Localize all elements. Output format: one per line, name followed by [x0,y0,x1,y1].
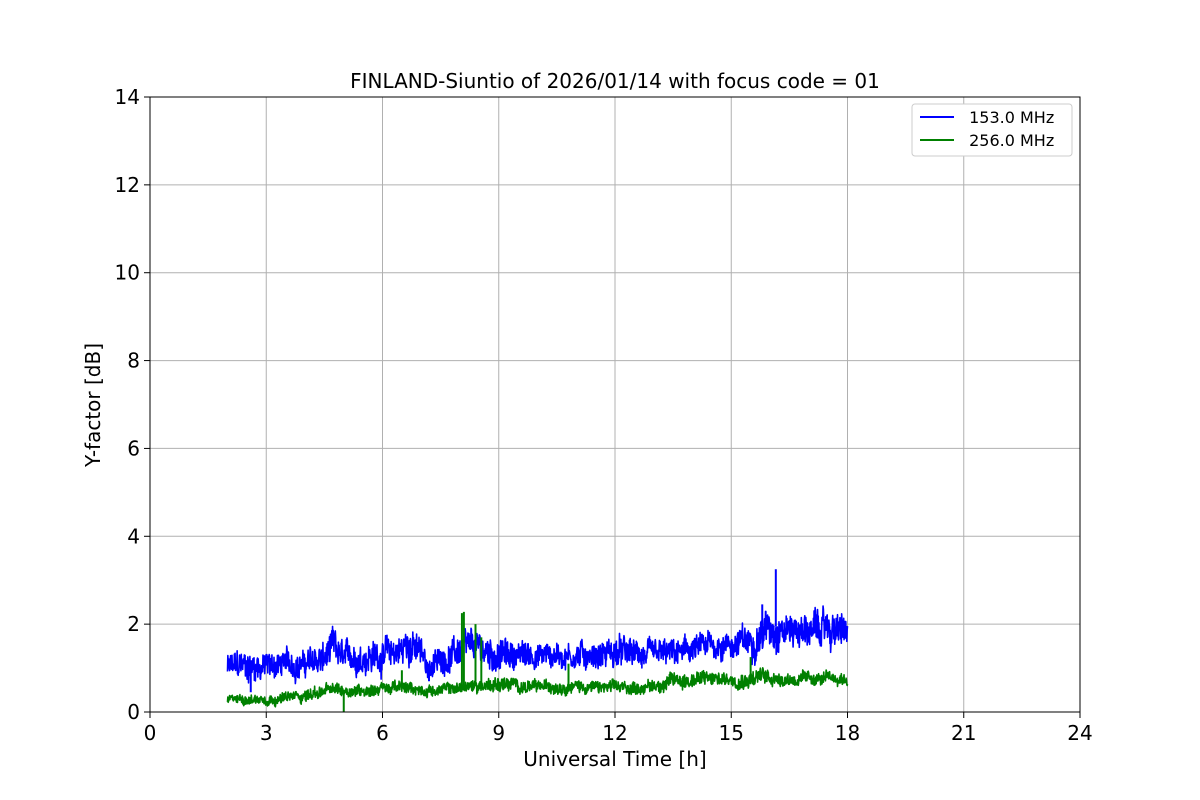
y-tick-label: 0 [127,700,140,724]
series-line [226,605,849,685]
x-tick-label: 0 [144,721,157,745]
series-line [226,667,849,708]
y-tick-label: 4 [127,524,140,548]
y-tick-label: 12 [115,173,140,197]
y-tick-label: 2 [127,612,140,636]
y-tick-label: 6 [127,436,140,460]
y-tick-label: 10 [115,261,140,285]
x-tick-label: 3 [260,721,273,745]
legend-label-256: 256.0 MHz [964,131,1054,150]
y-tick-label: 8 [127,349,140,373]
x-tick-label: 9 [492,721,505,745]
series-layer [226,569,849,712]
x-tick-label: 15 [719,721,744,745]
y-tick-label: 14 [115,85,140,109]
x-tick-label: 18 [835,721,860,745]
x-tick-label: 6 [376,721,389,745]
x-axis-label: Universal Time [h] [523,747,706,771]
x-tick-label: 24 [1067,721,1092,745]
legend: 153.0 MHz 256.0 MHz [911,103,1073,157]
x-tick-label: 12 [602,721,627,745]
legend-label-153: 153.0 MHz [964,108,1054,127]
chart-title: FINLAND-Siuntio of 2026/01/14 with focus… [350,69,880,93]
y-axis-label: Y-factor [dB] [81,343,105,468]
x-tick-label: 21 [951,721,976,745]
